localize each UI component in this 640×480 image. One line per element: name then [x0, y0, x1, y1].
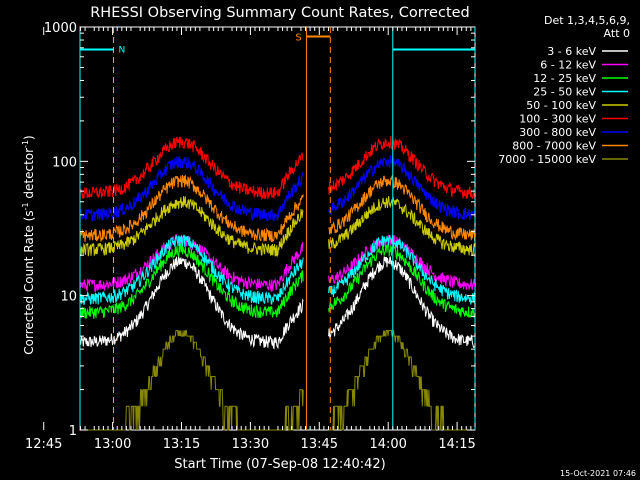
- x-tick-label: 14:15: [438, 437, 475, 452]
- legend-label-9: 7000 - 15000 keV: [498, 153, 596, 166]
- legend-label-1: 3 - 6 keV: [547, 45, 596, 58]
- series-line-6-b: [328, 135, 476, 200]
- y-tick-label: 1000: [44, 21, 77, 36]
- chart-title: RHESSI Observing Summary Count Rates, Co…: [90, 5, 470, 21]
- legend-label-4: 25 - 50 keV: [533, 86, 596, 99]
- x-tick-label: 12:45: [25, 437, 62, 452]
- series-line-4-a: [79, 233, 304, 305]
- series-line-9-b: [328, 330, 475, 431]
- footer-timestamp: 15-Oct-2021 07:46: [560, 469, 636, 478]
- series-line-4-b: [328, 234, 476, 305]
- legend-label-3: 12 - 25 keV: [533, 72, 596, 85]
- legend-label-6: 100 - 300 keV: [519, 113, 596, 126]
- y-tick-label: 100: [52, 155, 77, 170]
- legend-label-8: 800 - 7000 keV: [512, 140, 596, 153]
- series-line-6-a: [79, 136, 304, 201]
- series-line-1-a: [79, 255, 304, 350]
- night-bar-label: N: [119, 45, 126, 55]
- series-line-3-a: [79, 242, 304, 320]
- series-line-1-b: [328, 256, 476, 348]
- series-line-8-a: [79, 174, 304, 243]
- series-line-5-b: [328, 196, 476, 257]
- series-layer: [79, 135, 476, 431]
- series-line-2-a: [79, 233, 304, 293]
- legend-label-2: 6 - 12 keV: [540, 59, 596, 72]
- series-line-5-a: [79, 196, 304, 258]
- legend-label-5: 50 - 100 keV: [526, 99, 596, 112]
- x-tick-label: 13:15: [163, 437, 200, 452]
- legend-header-line-1: Det 1,3,4,5,6,9,: [544, 14, 630, 27]
- y-axis-label: Corrected Count Rate (s-1 detector-1): [21, 135, 36, 354]
- series-line-2-b: [328, 234, 476, 291]
- series-line-3-b: [328, 243, 475, 319]
- x-axis-label: Start Time (07-Sep-08 12:40:42): [174, 457, 385, 472]
- axes-layer: 1 10 100 1000 12:45 13:00 13:15 13:30 13:45 14:00…: [25, 21, 476, 452]
- legend-header-line-2: Att 0: [604, 27, 630, 40]
- marker-layer: NS: [79, 27, 476, 430]
- series-line-7-b: [328, 155, 476, 221]
- x-tick-label: 13:45: [301, 437, 338, 452]
- x-tick-label: 14:00: [369, 437, 406, 452]
- y-tick-label: 1: [69, 424, 77, 439]
- saa-bar-label: S: [295, 32, 301, 43]
- x-tick-label: 13:00: [94, 437, 131, 452]
- x-tick-label: 13:30: [232, 437, 269, 452]
- series-line-7-a: [79, 156, 304, 223]
- legend-label-7: 300 - 800 keV: [519, 126, 596, 139]
- series-line-8-b: [328, 174, 476, 242]
- y-tick-label: 10: [60, 290, 77, 305]
